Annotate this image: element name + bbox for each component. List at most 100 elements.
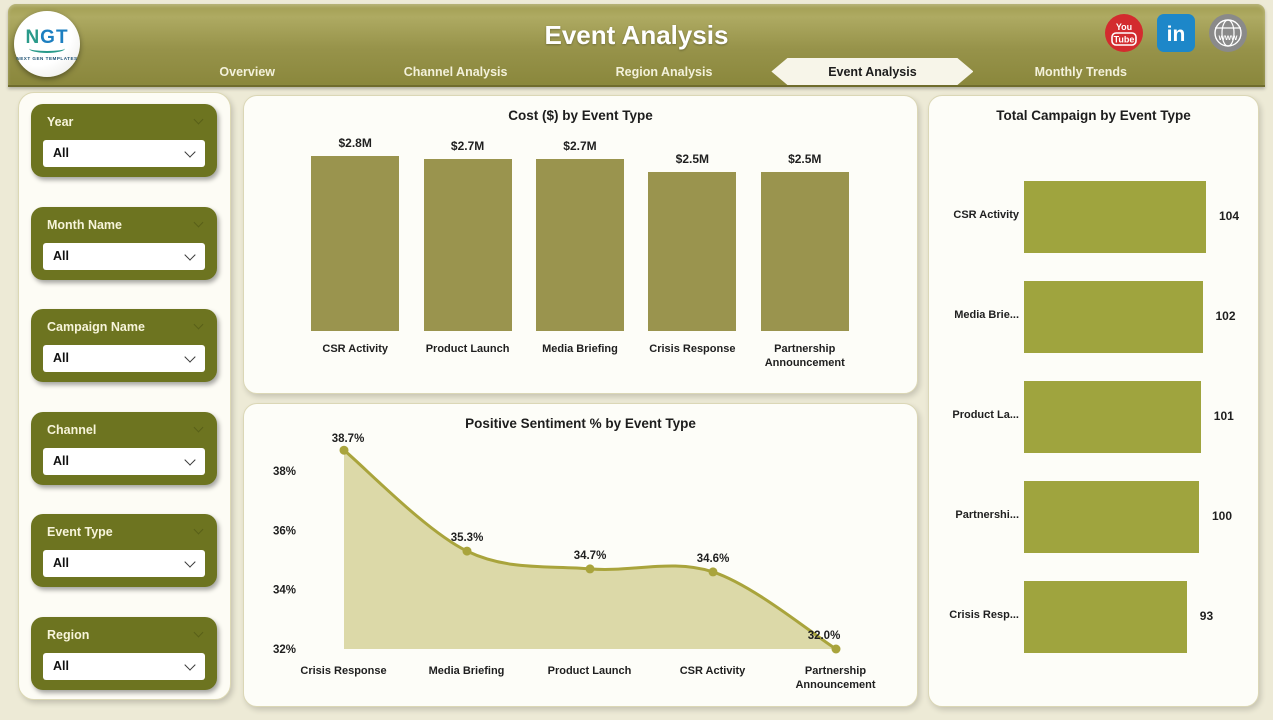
cost-column-csr-activity: $2.8M xyxy=(299,136,411,331)
data-point[interactable] xyxy=(831,644,841,654)
cost-chart-categories: CSR Activity Product Launch Media Briefing… xyxy=(299,342,861,371)
month-name-dropdown[interactable]: All xyxy=(43,242,205,270)
bar[interactable] xyxy=(1024,281,1203,353)
bar-value-label: 102 xyxy=(1215,309,1236,323)
filter-month-name: Month Name All xyxy=(31,206,217,280)
bar[interactable] xyxy=(760,172,849,331)
chevron-down-icon xyxy=(184,146,196,158)
chevron-down-icon xyxy=(184,351,196,363)
linkedin-icon[interactable]: in xyxy=(1157,14,1195,52)
logo-text: NGT xyxy=(25,26,69,48)
category-label: Media Briefing xyxy=(428,665,505,677)
sentiment-by-event-type-card: Positive Sentiment % by Event Type 38% 36… xyxy=(243,403,918,707)
filter-year: Year All xyxy=(31,104,217,177)
collapse-chevron-icon[interactable] xyxy=(193,319,204,330)
tab-monthly-trends[interactable]: Monthly Trends xyxy=(977,58,1185,85)
bar[interactable] xyxy=(1024,381,1201,453)
collapse-chevron-icon[interactable] xyxy=(193,627,204,637)
trend-line xyxy=(342,448,838,651)
category-label: Partnership Announcement xyxy=(795,665,876,692)
bar[interactable] xyxy=(535,159,624,331)
collapse-chevron-icon[interactable] xyxy=(193,524,204,535)
tab-region-analysis[interactable]: Region Analysis xyxy=(560,58,768,85)
bar[interactable] xyxy=(311,156,400,331)
tab-bar: Overview Channel Analysis Region Analysis E… xyxy=(143,58,1185,85)
filter-channel: Channel All xyxy=(31,411,217,485)
website-icon[interactable]: www xyxy=(1209,14,1247,52)
category-label: Product La... xyxy=(952,409,1019,421)
region-dropdown[interactable]: All xyxy=(43,652,205,680)
filter-label: Channel xyxy=(47,422,97,437)
tab-event-analysis[interactable]: Event Analysis xyxy=(768,58,976,85)
dropdown-value: All xyxy=(53,248,69,263)
social-icons: You Tube in www xyxy=(1105,14,1247,52)
data-point[interactable] xyxy=(585,564,595,574)
sentiment-chart-title: Positive Sentiment % by Event Type xyxy=(465,416,696,431)
filter-sidebar: Year All Month Name All Campaign Name All Chan… xyxy=(18,92,231,700)
chevron-down-icon xyxy=(184,658,196,671)
category-label: Partnership Announcement xyxy=(764,343,845,370)
dropdown-value: All xyxy=(53,658,69,673)
data-point-label: 34.7% xyxy=(574,550,607,562)
year-dropdown[interactable]: All xyxy=(43,140,205,167)
event-type-dropdown[interactable]: All xyxy=(43,550,205,577)
dropdown-value: All xyxy=(53,146,69,160)
data-point-label: 34.6% xyxy=(697,553,730,565)
filter-region: Region All xyxy=(31,616,217,690)
dropdown-value: All xyxy=(53,556,69,570)
data-point[interactable] xyxy=(708,567,718,577)
bar-value-label: 101 xyxy=(1213,409,1234,423)
data-point[interactable] xyxy=(462,546,472,556)
category-label: Partnershi... xyxy=(955,509,1019,521)
tab-label: Channel Analysis xyxy=(403,64,508,79)
bar[interactable] xyxy=(1024,181,1206,253)
category-label: Product Launch xyxy=(425,343,510,355)
page-title: Event Analysis xyxy=(544,20,729,50)
data-point-label: 35.3% xyxy=(451,532,484,544)
category-label: Crisis Response xyxy=(300,665,387,677)
collapse-chevron-icon[interactable] xyxy=(193,217,204,227)
bar-value-label: $2.5M xyxy=(675,152,710,167)
bar[interactable] xyxy=(1024,581,1187,653)
category-label: CSR Activity xyxy=(953,209,1019,221)
cost-column-product-launch: $2.7M xyxy=(412,136,524,331)
data-point[interactable] xyxy=(339,445,349,455)
category-label: Crisis Response xyxy=(649,343,736,355)
category-label: Media Brie... xyxy=(954,309,1019,321)
cost-column-media-briefing: $2.7M xyxy=(524,136,636,331)
category-label: CSR Activity xyxy=(679,665,746,677)
bar-value-label: 100 xyxy=(1212,509,1233,523)
y-axis-tick: 38% xyxy=(273,466,296,478)
bar[interactable] xyxy=(423,159,512,331)
logo-swoosh xyxy=(29,44,65,53)
cost-column-partnership-announcement: $2.5M xyxy=(749,136,861,331)
collapse-chevron-icon[interactable] xyxy=(193,114,204,125)
campaign-name-dropdown[interactable]: All xyxy=(43,345,205,372)
bar-value-label: $2.5M xyxy=(788,152,822,167)
y-axis-tick: 32% xyxy=(273,644,296,656)
y-axis-tick: 34% xyxy=(273,585,296,597)
tab-label: Region Analysis xyxy=(615,64,713,79)
bar[interactable] xyxy=(648,172,737,331)
cost-chart-plot: $2.8M $2.7M $2.7M $2.5M $2.5M xyxy=(299,136,861,331)
filter-label: Month Name xyxy=(47,217,122,232)
svg-text:You: You xyxy=(1116,22,1132,32)
area-fill xyxy=(344,450,836,649)
category-label: CSR Activity xyxy=(322,343,388,355)
tab-overview[interactable]: Overview xyxy=(143,58,351,85)
bar[interactable] xyxy=(1024,481,1199,553)
svg-text:www: www xyxy=(1218,33,1238,42)
dropdown-value: All xyxy=(53,351,69,365)
filter-label: Year xyxy=(47,115,74,129)
campaign-chart-title: Total Campaign by Event Type xyxy=(996,108,1191,123)
channel-dropdown[interactable]: All xyxy=(43,447,205,475)
bar-value-label: $2.8M xyxy=(338,136,372,150)
dropdown-value: All xyxy=(53,453,69,468)
collapse-chevron-icon[interactable] xyxy=(193,422,204,432)
youtube-icon[interactable]: You Tube xyxy=(1105,14,1143,52)
app-logo[interactable]: NGT NEXT GEN TEMPLATES xyxy=(14,11,80,77)
tab-channel-analysis[interactable]: Channel Analysis xyxy=(351,58,559,85)
category-label: Product Launch xyxy=(547,665,632,677)
sentiment-chart-plot: 38% 36% 34% 32% 38.7% 35.3% 34.7% 34.6% 32.0% xyxy=(273,433,841,656)
